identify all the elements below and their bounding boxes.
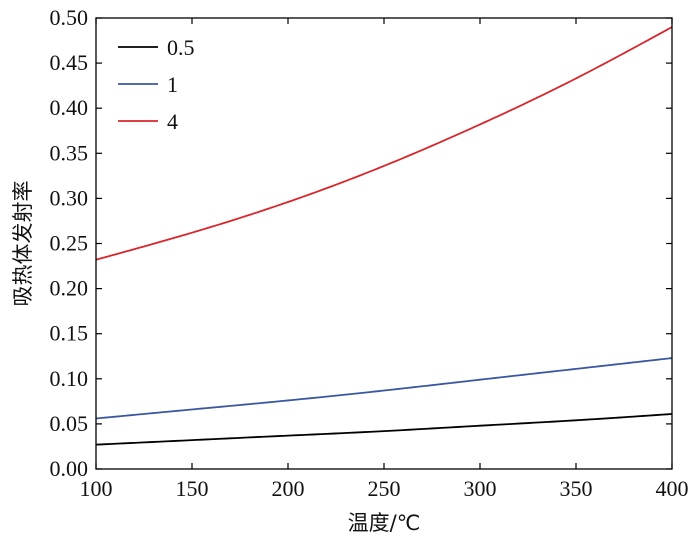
x-tick-label: 300: [464, 476, 497, 501]
legend: 0.5 1 4: [118, 35, 195, 134]
y-tick-label: 0.30: [50, 185, 89, 210]
x-tick-label: 200: [272, 476, 305, 501]
x-axis-label: 温度/℃: [348, 511, 421, 535]
x-tick-label: 350: [560, 476, 593, 501]
y-tick-label: 0.45: [50, 50, 89, 75]
tick-labels: 100 150 200 250 300 350 400 0.00 0.05 0.10 0.15 0.2…: [50, 5, 689, 501]
legend-label: 1: [167, 72, 178, 97]
plot-frame: [95, 17, 673, 470]
series-line-1: [95, 357, 673, 420]
y-tick-label: 0.00: [50, 456, 89, 481]
y-tick-label: 0.40: [50, 95, 89, 120]
series-lines: [95, 26, 673, 446]
y-tick-label: 0.05: [50, 411, 89, 436]
x-tick-label: 100: [80, 476, 113, 501]
y-tick-label: 0.15: [50, 321, 89, 346]
legend-label: 0.5: [167, 35, 195, 60]
series-line-0.5: [95, 413, 673, 446]
x-tick-label: 250: [368, 476, 401, 501]
series-line-4: [95, 26, 673, 261]
x-tick-label: 150: [176, 476, 209, 501]
y-tick-label: 0.50: [50, 5, 89, 30]
legend-label: 4: [167, 109, 178, 134]
y-tick-label: 0.25: [50, 231, 89, 256]
y-tick-label: 0.20: [50, 276, 89, 301]
y-tick-label: 0.35: [50, 140, 89, 165]
axis-ticks: [95, 17, 673, 470]
y-tick-label: 0.10: [50, 366, 89, 391]
x-tick-label: 400: [656, 476, 689, 501]
y-axis-label: 吸热体发射率: [11, 181, 35, 307]
